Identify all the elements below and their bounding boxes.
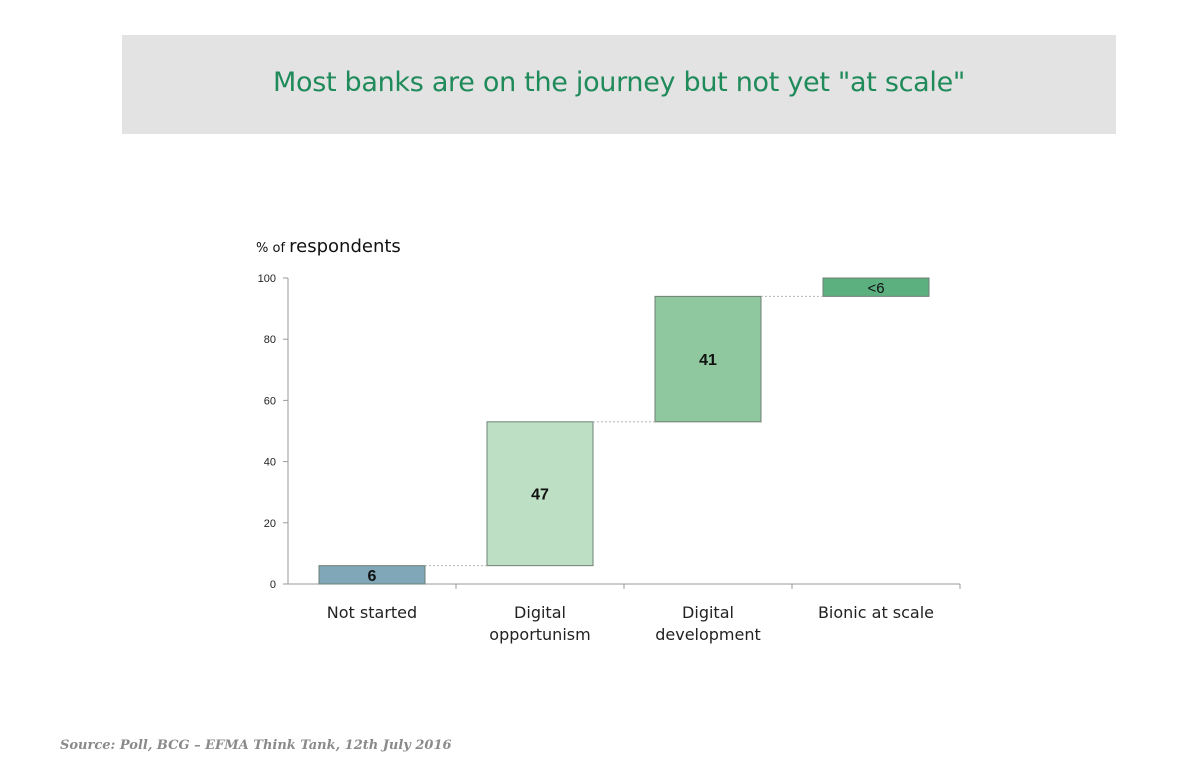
category-label: Digital [682,603,734,622]
category-label: development [655,625,761,644]
y-tick-label: 100 [258,273,276,285]
data-label-1: 6 [368,568,377,585]
y-axis-unit-prefix: % of [256,241,290,256]
y-tick-label: 20 [264,518,276,530]
bar-2 [486,421,594,567]
bar-4 [822,277,930,297]
title-banner: Most banks are on the journey but not ye… [122,35,1116,134]
y-tick-label: 0 [270,579,276,591]
data-label-3: 41 [699,352,717,369]
y-axis-unit-label: % of respondents [256,236,401,257]
source-note: Source: Poll, BCG – EFMA Think Tank, 12t… [60,738,452,753]
y-axis-unit-text: respondents [289,236,401,257]
data-label-2: 47 [531,487,549,504]
data-label-4: <6 [867,280,884,297]
bar-1 [318,565,426,585]
y-tick-label: 60 [264,395,276,407]
bar-3 [654,295,762,423]
category-label: opportunism [489,625,590,644]
category-label: Digital [514,603,566,622]
category-label: Not started [327,603,417,622]
chart-title: Most banks are on the journey but not ye… [272,67,966,98]
y-tick-label: 40 [264,457,276,469]
y-tick-label: 80 [264,334,276,346]
category-label: Bionic at scale [818,603,934,622]
